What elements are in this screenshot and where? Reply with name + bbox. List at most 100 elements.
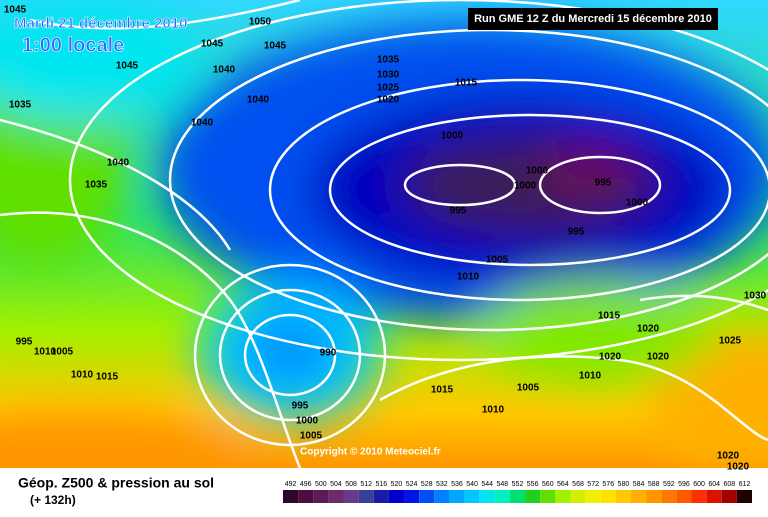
scale-swatch — [570, 490, 586, 503]
isobar-label: 1020 — [637, 324, 660, 335]
scale-swatch — [283, 490, 299, 503]
isobar-label: 1025 — [719, 336, 742, 347]
scale-label: 520 — [391, 481, 403, 488]
scale-swatch — [404, 490, 420, 503]
scale-swatch — [343, 490, 359, 503]
isobar-label: 1020 — [599, 352, 622, 363]
isobar-label: 1035 — [9, 100, 32, 111]
scale-swatch — [419, 490, 435, 503]
isobar-label: 1010 — [579, 371, 602, 382]
isobar-label: 1020 — [727, 462, 750, 473]
scale-swatch — [434, 490, 450, 503]
isobar-label: 1000 — [296, 416, 319, 427]
scale-swatch — [328, 490, 344, 503]
scale-label: 592 — [663, 481, 675, 488]
isobar-label: 995 — [292, 401, 309, 412]
scale-label: 516 — [375, 481, 387, 488]
isobar-label: 995 — [568, 227, 585, 238]
isobar-label: 1040 — [213, 65, 236, 76]
scale-swatch — [736, 490, 752, 503]
isobar-label: 1035 — [85, 180, 108, 191]
scale-swatch — [585, 490, 601, 503]
scale-label: 608 — [723, 481, 735, 488]
scale-label: 600 — [693, 481, 705, 488]
scale-swatch — [298, 490, 314, 503]
scale-label: 552 — [512, 481, 524, 488]
isobar-label: 995 — [595, 178, 612, 189]
isobar-label: 1045 — [4, 5, 27, 16]
scale-label: 532 — [436, 481, 448, 488]
isobar-label: 1000 — [626, 198, 649, 209]
isobar-label: 1005 — [517, 383, 540, 394]
scale-swatch — [358, 490, 374, 503]
date-label: Mardi 21 décembre 2010 — [14, 15, 187, 32]
isobar-label: 1000 — [441, 131, 464, 142]
scale-label: 560 — [542, 481, 554, 488]
isobar-label: 990 — [320, 348, 337, 359]
scale-swatch — [540, 490, 556, 503]
isobar-label: 1010 — [71, 370, 94, 381]
isobar-label: 1020 — [647, 352, 670, 363]
isobar-label: 995 — [16, 337, 33, 348]
isobar-label: 1015 — [598, 311, 621, 322]
isobar-label: 1015 — [455, 78, 478, 89]
scale-label: 568 — [572, 481, 584, 488]
isobar-label: 1040 — [247, 95, 270, 106]
isobar-label: 1020 — [717, 451, 740, 462]
scale-swatch — [721, 490, 737, 503]
scale-label: 604 — [708, 481, 720, 488]
isobar-label: 1020 — [377, 95, 400, 106]
isobar-label: 1045 — [201, 39, 224, 50]
scale-swatch — [691, 490, 707, 503]
isobar-label: 1010 — [457, 272, 480, 283]
scale-swatch — [676, 490, 692, 503]
scale-label: 588 — [648, 481, 660, 488]
scale-swatch — [615, 490, 631, 503]
scale-swatch — [494, 490, 510, 503]
scale-swatch — [313, 490, 329, 503]
footer-lead: (+ 132h) — [30, 493, 76, 507]
scale-label: 576 — [602, 481, 614, 488]
run-box — [468, 8, 718, 30]
isobar-label: 1040 — [191, 118, 214, 129]
scale-swatch — [464, 490, 480, 503]
isobar-label: 1000 — [514, 181, 537, 192]
isobar-label: 1050 — [249, 17, 272, 28]
isobar-label: 1025 — [377, 83, 400, 94]
scale-label: 548 — [497, 481, 509, 488]
scale-swatch — [373, 490, 389, 503]
scale-label: 544 — [481, 481, 493, 488]
scale-label: 528 — [421, 481, 433, 488]
isobar-label: 1030 — [377, 70, 400, 81]
scale-swatch — [706, 490, 722, 503]
scale-label: 524 — [406, 481, 418, 488]
time-label: 1:00 locale — [22, 34, 124, 56]
scale-swatch — [525, 490, 541, 503]
isobar-label: 1040 — [107, 158, 130, 169]
isobar-label: 1005 — [51, 347, 74, 358]
isobar-label: 995 — [450, 206, 467, 217]
scale-label: 564 — [557, 481, 569, 488]
isobar-label: 1015 — [431, 385, 454, 396]
scale-swatch — [479, 490, 495, 503]
scale-swatch — [388, 490, 405, 503]
scale-swatch — [600, 490, 616, 503]
scale-label: 572 — [587, 481, 599, 488]
isobar-label: 1035 — [377, 55, 400, 66]
scale-label: 508 — [345, 481, 357, 488]
scale-label: 540 — [466, 481, 478, 488]
isobar-label: 1010 — [482, 405, 505, 416]
scale-label: 584 — [633, 481, 645, 488]
isobar-label: 1045 — [116, 61, 139, 72]
scale-swatch — [449, 490, 465, 503]
scale-label: 512 — [360, 481, 372, 488]
scale-swatch — [555, 490, 571, 503]
run-label: Run GME 12 Z du Mercredi 15 décembre 201… — [474, 13, 712, 25]
scale-label: 504 — [330, 481, 342, 488]
isobar-label: 1005 — [486, 255, 509, 266]
isobar-label: 1010 — [34, 347, 57, 358]
isobar-label: 1005 — [300, 431, 323, 442]
isobar-label: 1045 — [264, 41, 287, 52]
footer-title: Géop. Z500 & pression au sol — [18, 475, 214, 491]
